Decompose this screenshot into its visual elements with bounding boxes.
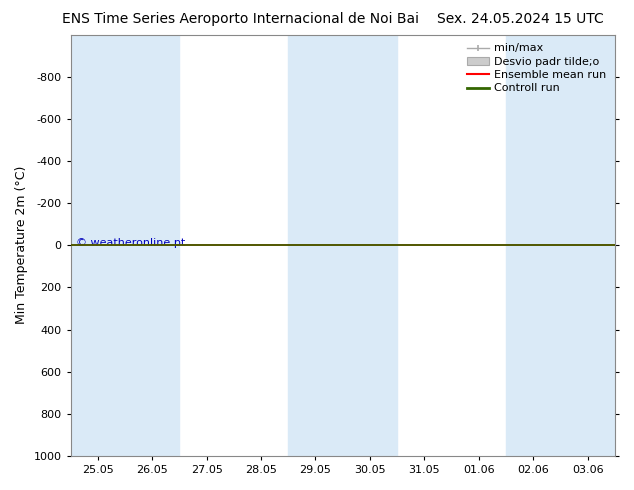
Bar	[125, 35, 179, 456]
Bar	[288, 35, 343, 456]
Text: Sex. 24.05.2024 15 UTC: Sex. 24.05.2024 15 UTC	[436, 12, 604, 26]
Bar	[560, 35, 615, 456]
Bar	[506, 35, 560, 456]
Text: © weatheronline.pt: © weatheronline.pt	[76, 238, 185, 248]
Legend: min/max, Desvio padr tilde;o, Ensemble mean run, Controll run: min/max, Desvio padr tilde;o, Ensemble m…	[463, 40, 609, 97]
Bar	[70, 35, 125, 456]
Text: ENS Time Series Aeroporto Internacional de Noi Bai: ENS Time Series Aeroporto Internacional …	[62, 12, 420, 26]
Bar	[343, 35, 397, 456]
Y-axis label: Min Temperature 2m (°C): Min Temperature 2m (°C)	[15, 166, 28, 324]
